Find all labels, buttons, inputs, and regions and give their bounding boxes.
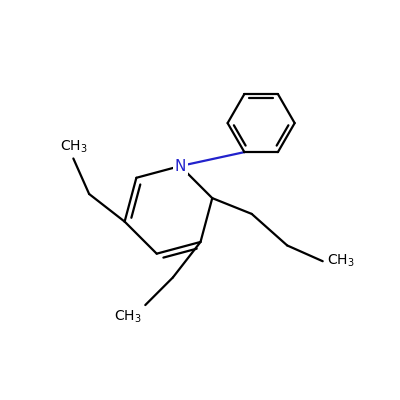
Text: CH$_3$: CH$_3$	[327, 253, 354, 270]
Text: CH$_3$: CH$_3$	[114, 309, 141, 325]
Text: N: N	[174, 158, 186, 174]
Text: CH$_3$: CH$_3$	[60, 138, 87, 154]
